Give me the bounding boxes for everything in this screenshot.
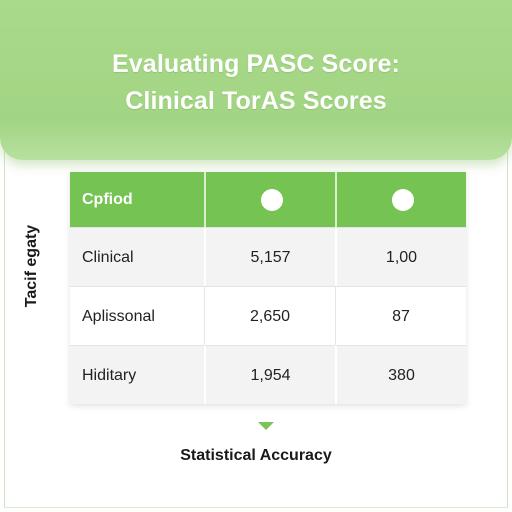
circle-marker-icon: [261, 189, 283, 211]
header-cell-series-1: [204, 172, 335, 227]
row-label: Hiditary: [82, 367, 137, 384]
x-axis-label: Statistical Accuracy: [180, 447, 332, 464]
cell-value: 87: [392, 308, 410, 325]
cell-value: 380: [388, 367, 415, 384]
row-label-cell: Clinical: [70, 227, 204, 286]
value-cell: 1,00: [335, 227, 466, 286]
header-cell-label: Cpfiod: [70, 172, 204, 227]
down-arrow-icon: [258, 422, 274, 430]
table-header-row: Cpfiod: [70, 172, 466, 227]
chart-title-line-1: Evaluating PASC Score:: [112, 50, 400, 78]
header-cell-series-2: [335, 172, 466, 227]
circle-marker-icon: [392, 189, 414, 211]
row-label-cell: Hiditary: [70, 345, 204, 404]
cell-value: 2,650: [249, 308, 291, 325]
data-table: Cpfiod Clinical 5,157 1,00 Aplissonal 2,…: [70, 172, 466, 404]
value-cell: 87: [335, 286, 466, 345]
cell-value: 1,954: [250, 367, 291, 384]
row-label: Clinical: [82, 249, 134, 266]
column-header-label: Cpfiod: [82, 191, 133, 208]
card-frame: [4, 0, 508, 508]
title-banner: Evaluating PASC Score: Clinical TorAS Sc…: [0, 0, 512, 160]
chart-title-line-2: Clinical TorAS Scores: [125, 87, 387, 115]
row-label-cell: Aplissonal: [70, 286, 204, 345]
value-cell: 2,650: [204, 286, 335, 345]
table-row: Clinical 5,157 1,00: [70, 227, 466, 286]
cell-value: 5,157: [250, 249, 291, 266]
table-row: Hiditary 1,954 380: [70, 345, 466, 404]
value-cell: 5,157: [204, 227, 335, 286]
value-cell: 1,954: [204, 345, 335, 404]
table-row: Aplissonal 2,650 87: [70, 286, 466, 345]
row-label: Aplissonal: [82, 308, 155, 325]
value-cell: 380: [335, 345, 466, 404]
y-axis-label-text: Tacif egaty: [23, 224, 40, 308]
cell-value: 1,00: [385, 249, 418, 266]
